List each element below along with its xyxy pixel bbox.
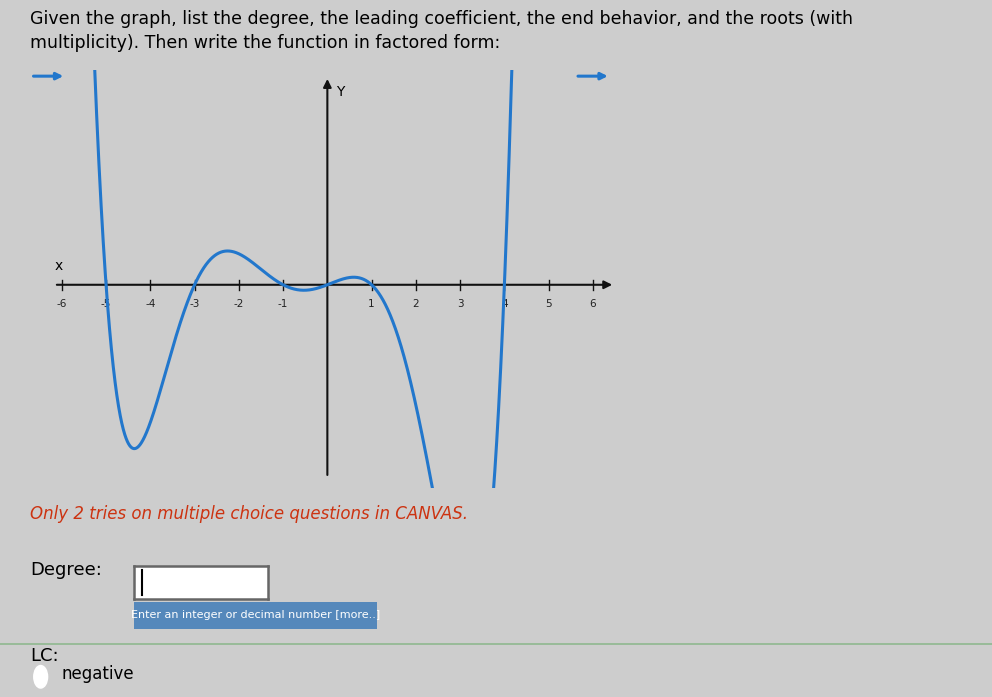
Text: negative: negative [62,665,134,683]
Text: Degree:: Degree: [30,561,101,579]
Text: -2: -2 [234,299,244,309]
Text: Y: Y [336,85,344,99]
Text: Enter an integer or decimal number [more..]: Enter an integer or decimal number [more… [131,611,380,620]
Text: LC:: LC: [30,647,59,665]
Text: 6: 6 [589,299,596,309]
Text: -3: -3 [189,299,199,309]
Text: -4: -4 [145,299,156,309]
Text: 5: 5 [546,299,552,309]
Text: -1: -1 [278,299,289,309]
Text: 1: 1 [368,299,375,309]
Text: -6: -6 [57,299,67,309]
Text: 3: 3 [457,299,463,309]
Circle shape [34,666,48,688]
Text: 4: 4 [501,299,508,309]
Text: 2: 2 [413,299,420,309]
Text: Only 2 tries on multiple choice questions in CANVAS.: Only 2 tries on multiple choice question… [30,505,468,523]
Text: -5: -5 [101,299,111,309]
Text: Given the graph, list the degree, the leading coefficient, the end behavior, and: Given the graph, list the degree, the le… [30,10,853,52]
Text: x: x [55,259,62,273]
